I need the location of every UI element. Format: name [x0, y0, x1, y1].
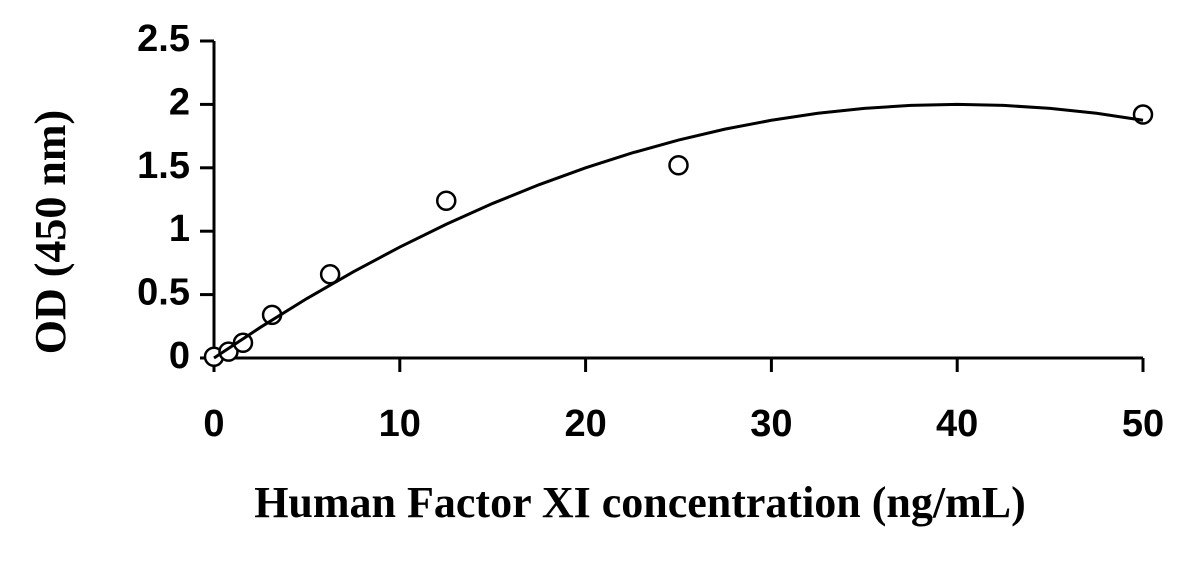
- y-tick-label: 0.5: [137, 272, 190, 314]
- data-point: [1132, 104, 1154, 125]
- data-point: [319, 264, 341, 285]
- x-axis-title: Human Factor XI concentration (ng/mL): [254, 478, 1026, 527]
- y-tick-label: 0: [169, 335, 190, 377]
- data-point: [668, 155, 689, 176]
- x-tick-label: 20: [564, 403, 606, 445]
- data-point: [232, 332, 254, 354]
- y-tick-label: 2: [169, 81, 190, 123]
- y-tick-label: 2.5: [137, 18, 190, 60]
- x-tick-label: 0: [203, 403, 224, 445]
- x-tick-label: 50: [1122, 403, 1164, 445]
- y-tick-label: 1.5: [137, 145, 190, 187]
- fit-curve: [213, 102, 1144, 360]
- x-tick-label: 30: [750, 403, 792, 445]
- y-tick-label: 1: [169, 208, 190, 250]
- y-axis-title: OD (450 nm): [26, 110, 75, 354]
- x-tick-label: 40: [936, 403, 978, 445]
- x-tick-label: 10: [379, 403, 421, 445]
- data-point: [436, 190, 457, 212]
